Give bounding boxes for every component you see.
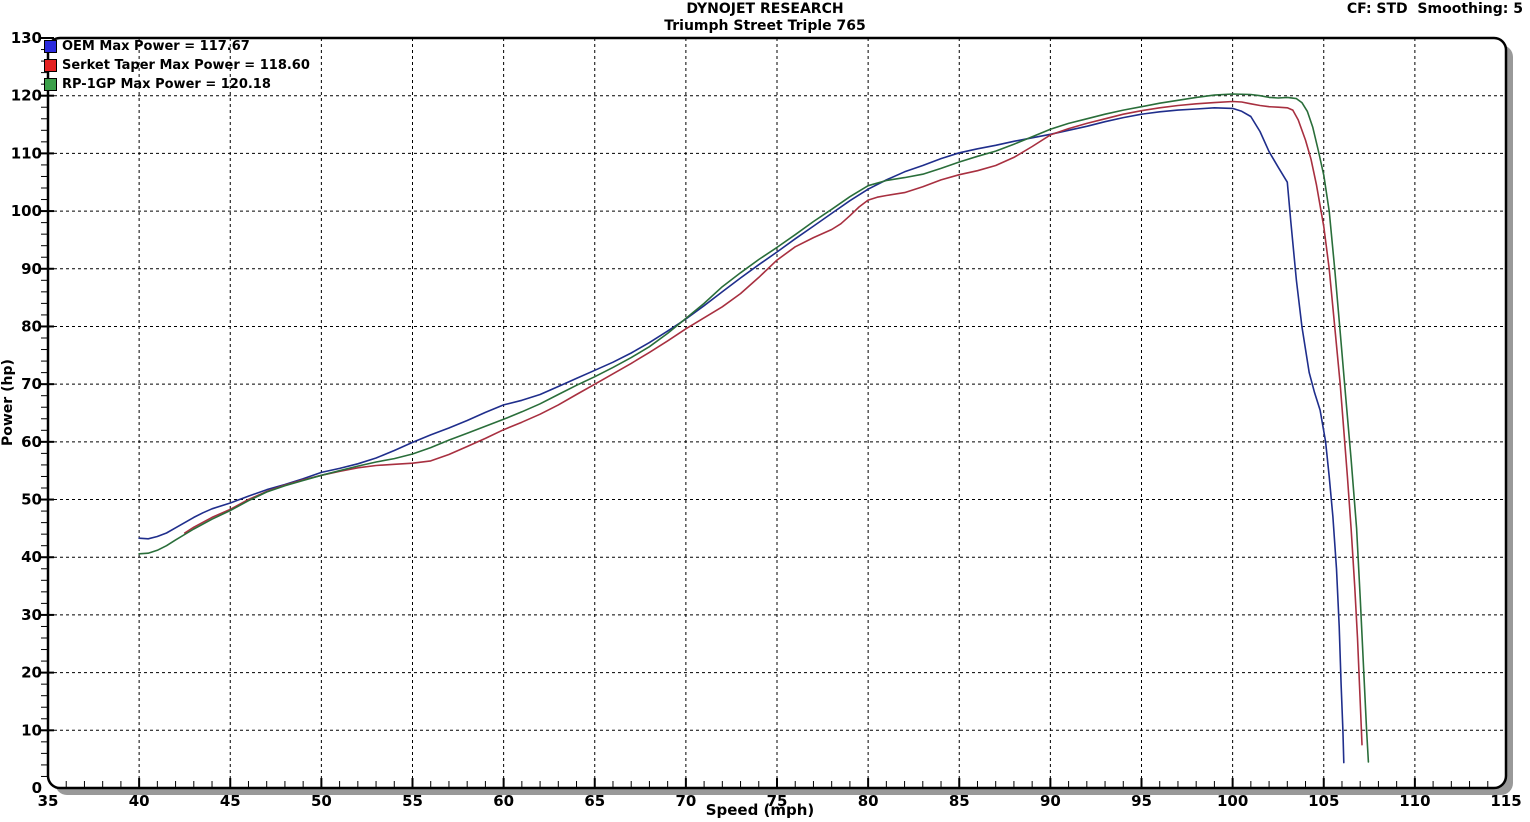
- svg-text:130: 130: [11, 29, 42, 47]
- curve-serket-taper: [183, 100, 1363, 746]
- svg-text:50: 50: [21, 491, 42, 509]
- svg-text:120: 120: [11, 87, 42, 105]
- svg-text:60: 60: [493, 792, 514, 810]
- legend-swatch-icon: [44, 59, 57, 72]
- svg-text:55: 55: [402, 792, 423, 810]
- svg-text:90: 90: [21, 260, 42, 278]
- svg-text:105: 105: [1308, 792, 1339, 810]
- svg-text:80: 80: [858, 792, 879, 810]
- grid-lines: [48, 38, 1506, 788]
- legend-swatch-icon: [44, 40, 57, 53]
- svg-text:45: 45: [220, 792, 241, 810]
- legend-label: OEM Max Power = 117.67: [62, 39, 250, 54]
- svg-text:0: 0: [32, 779, 42, 797]
- svg-text:20: 20: [21, 664, 42, 682]
- svg-text:10: 10: [21, 721, 42, 739]
- svg-text:85: 85: [949, 792, 970, 810]
- svg-text:95: 95: [1131, 792, 1152, 810]
- plot-frame: [46, 36, 1508, 790]
- svg-text:40: 40: [21, 548, 42, 566]
- svg-text:110: 110: [11, 144, 42, 162]
- svg-text:100: 100: [11, 202, 42, 220]
- x-axis-label: Speed (mph): [705, 801, 815, 819]
- svg-text:100: 100: [1217, 792, 1248, 810]
- svg-text:30: 30: [21, 606, 42, 624]
- axis-ticks: [39, 37, 1489, 787]
- svg-text:115: 115: [1490, 792, 1521, 810]
- page-subtitle: Triumph Street Triple 765: [664, 18, 866, 34]
- legend-item-oem: OEM Max Power = 117.67: [44, 37, 310, 56]
- curve-rp-1gp: [138, 93, 1370, 763]
- y-tick-labels: 0 10 20 30 40 50 60 70 80 90 100 110 120 130: [11, 29, 42, 797]
- svg-text:70: 70: [675, 792, 696, 810]
- y-axis-label: Power (hp): [0, 359, 16, 446]
- legend-swatch-icon: [44, 78, 57, 91]
- svg-text:90: 90: [1040, 792, 1061, 810]
- curve-oem: [138, 107, 1345, 764]
- svg-text:75: 75: [767, 792, 788, 810]
- legend-item-serket-taper: Serket Taper Max Power = 118.60: [44, 56, 310, 75]
- legend: OEM Max Power = 117.67 Serket Taper Max P…: [44, 37, 310, 94]
- x-tick-labels: 35 40 45 50 55 60 65 70 75 80 85 90 95 100 105 110 115: [38, 792, 1522, 810]
- legend-label: Serket Taper Max Power = 118.60: [62, 58, 310, 73]
- legend-label: RP-1GP Max Power = 120.18: [62, 77, 271, 92]
- svg-text:60: 60: [21, 433, 42, 451]
- svg-text:40: 40: [129, 792, 150, 810]
- svg-text:50: 50: [311, 792, 332, 810]
- svg-text:65: 65: [584, 792, 605, 810]
- legend-item-rp-1gp: RP-1GP Max Power = 120.18: [44, 75, 310, 94]
- correction-smoothing-settings: CF: STD Smoothing: 5: [1346, 1, 1523, 17]
- svg-text:35: 35: [38, 792, 59, 810]
- svg-text:80: 80: [21, 317, 42, 335]
- svg-text:110: 110: [1399, 792, 1430, 810]
- power-curves: [138, 93, 1370, 764]
- page-title: DYNOJET RESEARCH: [686, 1, 844, 17]
- svg-text:70: 70: [21, 375, 42, 393]
